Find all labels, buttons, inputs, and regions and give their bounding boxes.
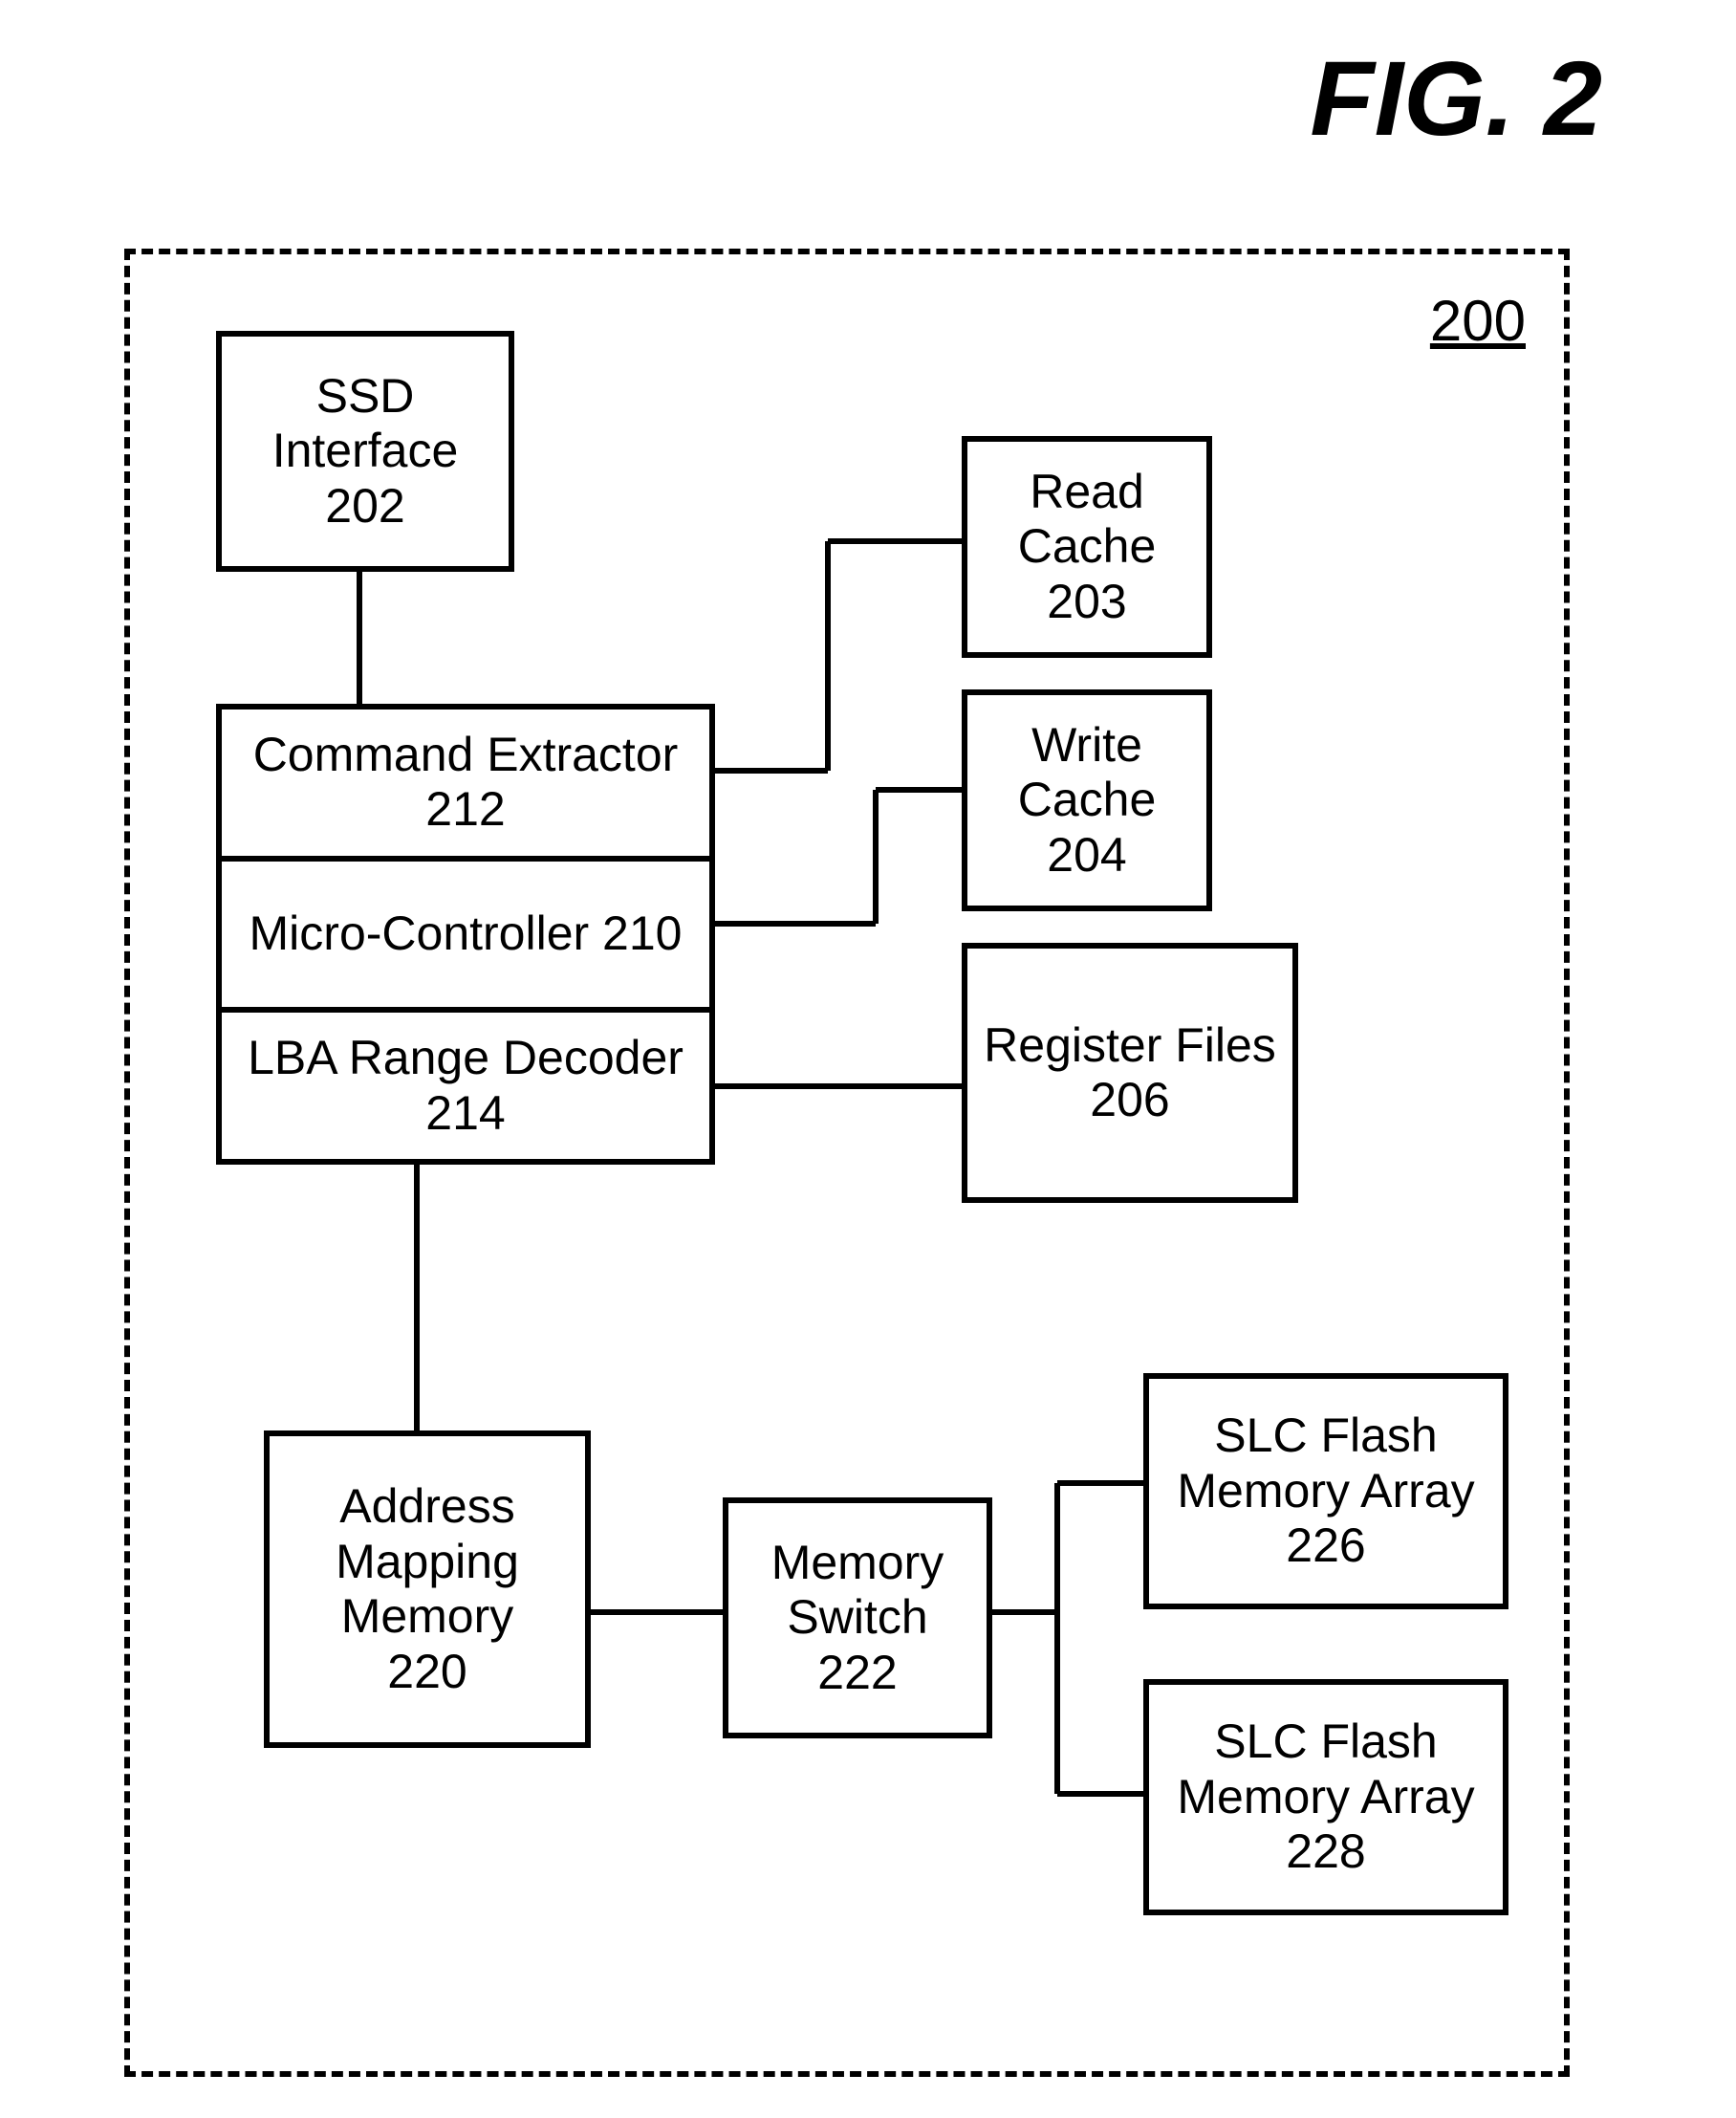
address-mapping-line4: 220 [387, 1645, 467, 1700]
micro-controller-label: Micro-Controller 210 [250, 906, 683, 962]
write-cache-line1: Write [1031, 718, 1142, 774]
write-cache-line3: 204 [1047, 828, 1126, 884]
slc-228-line3: 228 [1286, 1824, 1365, 1880]
page: FIG. 2 200 [0, 0, 1736, 2118]
register-files-line1: Register Files [984, 1018, 1276, 1074]
memory-switch-line1: Memory [771, 1536, 944, 1591]
lba-decoder-label: LBA Range Decoder 214 [222, 1031, 709, 1141]
system-boundary: 200 SSD Inte [124, 249, 1570, 2077]
ssd-interface-line2: Interface [272, 424, 459, 479]
system-ref-number: 200 [1430, 288, 1526, 354]
write-cache-line2: Cache [1018, 773, 1157, 828]
micro-controller-block: Micro-Controller 210 [222, 862, 709, 1014]
slc-flash-226-block: SLC Flash Memory Array 226 [1143, 1373, 1508, 1609]
ssd-interface-line1: SSD [316, 369, 415, 425]
slc-flash-228-block: SLC Flash Memory Array 228 [1143, 1679, 1508, 1915]
lba-decoder-block: LBA Range Decoder 214 [222, 1013, 709, 1159]
command-extractor-block: Command Extractor 212 [222, 710, 709, 862]
address-mapping-line1: Address [339, 1479, 514, 1535]
read-cache-line3: 203 [1047, 575, 1126, 630]
read-cache-line2: Cache [1018, 519, 1157, 575]
slc-228-line2: Memory Array [1177, 1770, 1474, 1825]
memory-switch-line2: Switch [787, 1590, 927, 1646]
write-cache-block: Write Cache 204 [962, 689, 1212, 911]
read-cache-block: Read Cache 203 [962, 436, 1212, 658]
address-mapping-line3: Memory [341, 1589, 514, 1645]
figure-label: FIG. 2 [1310, 38, 1602, 160]
slc-228-line1: SLC Flash [1214, 1714, 1437, 1770]
command-extractor-label: Command Extractor 212 [222, 728, 709, 838]
memory-switch-block: Memory Switch 222 [723, 1497, 992, 1738]
address-mapping-block: Address Mapping Memory 220 [264, 1430, 591, 1748]
slc-226-line3: 226 [1286, 1518, 1365, 1574]
ssd-interface-block: SSD Interface 202 [216, 331, 514, 572]
micro-controller-container: Command Extractor 212 Micro-Controller 2… [216, 704, 715, 1165]
slc-226-line1: SLC Flash [1214, 1408, 1437, 1464]
ssd-interface-line3: 202 [325, 479, 404, 535]
memory-switch-line3: 222 [817, 1646, 897, 1701]
address-mapping-line2: Mapping [336, 1535, 519, 1590]
register-files-block: Register Files 206 [962, 943, 1298, 1203]
slc-226-line2: Memory Array [1177, 1464, 1474, 1519]
read-cache-line1: Read [1030, 465, 1144, 520]
register-files-line2: 206 [1090, 1073, 1169, 1128]
